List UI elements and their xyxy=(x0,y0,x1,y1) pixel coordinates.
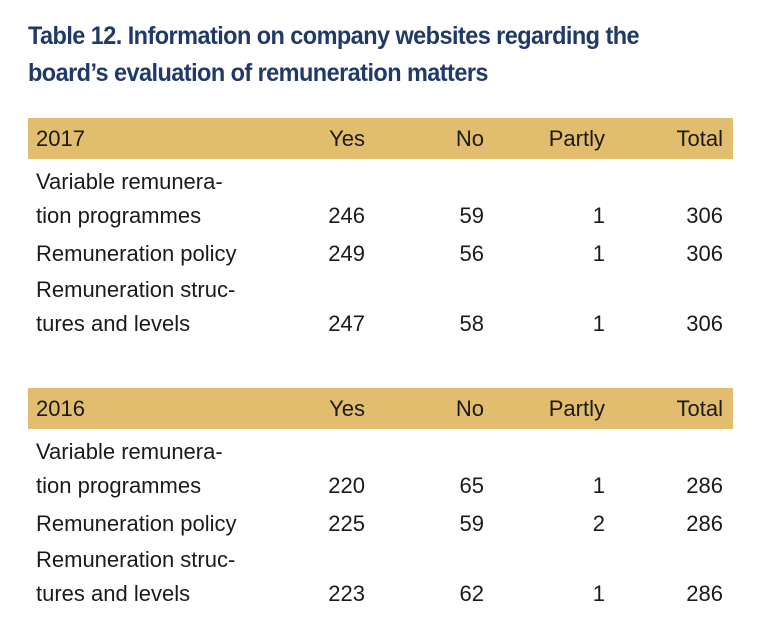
cell-total: 306 xyxy=(686,311,723,336)
cell-total: 286 xyxy=(686,511,723,536)
cell-no: 65 xyxy=(459,473,484,498)
cell-partly: 1 xyxy=(592,203,605,228)
cell-partly: 1 xyxy=(592,241,605,266)
cell-total: 286 xyxy=(686,581,723,606)
table-row: Remuneration struc- tures and levels 247… xyxy=(28,271,733,343)
table-header-2016: 2016 Yes No Partly Total xyxy=(28,388,733,429)
table-row: Variable remunera- tion programmes 246 5… xyxy=(28,163,733,235)
cell-total: 306 xyxy=(686,203,723,228)
cell-no: 62 xyxy=(459,581,484,606)
table-row: Remuneration policy 225 59 2 286 xyxy=(28,505,733,541)
table-body-2016: Variable remunera- tion programmes 220 6… xyxy=(28,429,733,613)
table-title: Table 12. Information on company website… xyxy=(28,18,705,92)
cell-yes: 223 xyxy=(328,581,365,606)
cell-partly: 1 xyxy=(592,311,605,336)
row-label-line-1: Variable remunera- xyxy=(36,169,223,194)
row-label-line-2: tures and levels xyxy=(36,581,191,606)
header-yes: Yes xyxy=(329,396,365,421)
cell-no: 59 xyxy=(459,203,484,228)
cell-no: 58 xyxy=(459,311,484,336)
header-yes: Yes xyxy=(329,126,365,151)
table-header-2017: 2017 Yes No Partly Total xyxy=(28,118,733,159)
row-label-line-2: tures and levels xyxy=(36,311,191,336)
row-label: Remuneration struc- tures and levels xyxy=(36,543,296,611)
row-label: Remuneration policy xyxy=(36,241,237,266)
table-body-2017: Variable remunera- tion programmes 246 5… xyxy=(28,159,733,343)
row-label-line-1: Remuneration struc- xyxy=(36,277,236,302)
table-title-line-1: Table 12. Information on company website… xyxy=(28,22,640,50)
cell-partly: 2 xyxy=(592,511,605,536)
table-row: Remuneration struc- tures and levels 223… xyxy=(28,541,733,613)
cell-yes: 246 xyxy=(328,203,365,228)
cell-partly: 1 xyxy=(592,581,605,606)
row-label-line-2: tion programmes xyxy=(36,473,202,498)
table-row: Variable remunera- tion programmes 220 6… xyxy=(28,433,733,505)
row-label-line-2: tion programmes xyxy=(36,203,202,228)
header-no: No xyxy=(455,396,484,421)
row-label: Remuneration policy xyxy=(36,511,237,536)
row-label-line-1: Variable remunera- xyxy=(36,439,223,464)
cell-partly: 1 xyxy=(592,473,605,498)
header-year: 2017 xyxy=(36,126,85,151)
table-title-line-2: board’s evaluation of remuneration matte… xyxy=(28,59,488,87)
row-label-line-1: Remuneration struc- xyxy=(36,547,236,572)
cell-yes: 247 xyxy=(328,311,365,336)
cell-yes: 249 xyxy=(328,241,365,266)
table-row: Remuneration policy 249 56 1 306 xyxy=(28,235,733,271)
cell-yes: 225 xyxy=(328,511,365,536)
header-partly: Partly xyxy=(548,396,605,421)
cell-yes: 220 xyxy=(328,473,365,498)
header-total: Total xyxy=(676,126,723,151)
cell-total: 286 xyxy=(686,473,723,498)
row-label: Variable remunera- tion programmes xyxy=(36,165,296,233)
row-label: Remuneration struc- tures and levels xyxy=(36,273,296,341)
table-2017: 2017 Yes No Partly Total Variable remune… xyxy=(28,118,733,343)
table-2016: 2016 Yes No Partly Total Variable remune… xyxy=(28,388,733,613)
cell-no: 59 xyxy=(459,511,484,536)
header-total: Total xyxy=(676,396,723,421)
header-year: 2016 xyxy=(36,396,85,421)
header-no: No xyxy=(455,126,484,151)
header-partly: Partly xyxy=(548,126,605,151)
cell-no: 56 xyxy=(459,241,484,266)
row-label: Variable remunera- tion programmes xyxy=(36,435,296,503)
cell-total: 306 xyxy=(686,241,723,266)
